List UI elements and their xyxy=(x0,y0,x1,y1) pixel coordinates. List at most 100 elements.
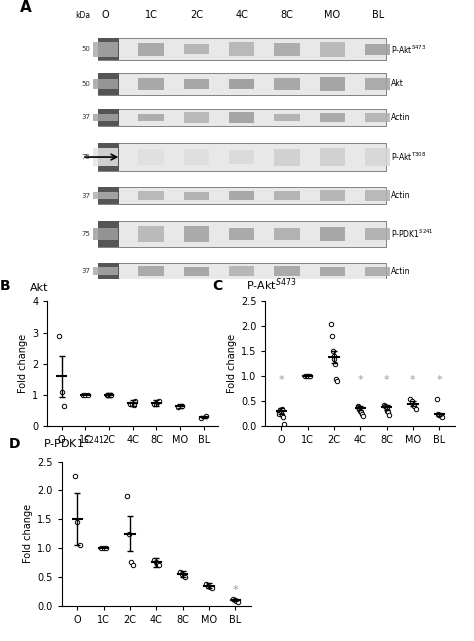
Text: O: O xyxy=(102,10,109,20)
Text: 75: 75 xyxy=(81,231,90,237)
Text: B: B xyxy=(0,279,10,292)
Text: MO: MO xyxy=(324,10,340,20)
Text: A: A xyxy=(20,0,32,15)
Bar xyxy=(93,114,118,121)
Bar xyxy=(93,148,118,166)
Bar xyxy=(98,221,119,247)
Text: Akt: Akt xyxy=(30,283,49,292)
Bar xyxy=(184,226,209,242)
Bar xyxy=(229,112,255,122)
Text: BL: BL xyxy=(372,10,384,20)
Bar xyxy=(138,192,164,199)
Bar xyxy=(98,73,385,95)
Y-axis label: Fold change: Fold change xyxy=(18,334,28,394)
Bar xyxy=(229,266,255,276)
Bar xyxy=(138,43,164,56)
Bar xyxy=(320,190,345,201)
Text: C: C xyxy=(212,279,223,292)
Bar xyxy=(274,267,300,276)
Bar xyxy=(274,113,300,121)
Text: 37: 37 xyxy=(81,114,90,121)
Bar xyxy=(229,150,255,164)
Bar xyxy=(320,78,345,90)
Text: Actin: Actin xyxy=(392,113,411,122)
Bar xyxy=(320,227,345,241)
Bar xyxy=(365,190,391,201)
Text: Actin: Actin xyxy=(392,191,411,200)
Bar xyxy=(320,148,345,166)
Bar xyxy=(365,113,391,122)
Bar xyxy=(274,149,300,165)
Text: Actin: Actin xyxy=(392,267,411,276)
Text: kDa: kDa xyxy=(75,11,90,20)
Bar xyxy=(229,191,255,200)
Bar xyxy=(365,78,391,90)
Bar xyxy=(98,143,385,171)
Bar xyxy=(229,42,255,56)
Text: P-PDK1$^{S241}$: P-PDK1$^{S241}$ xyxy=(43,435,104,451)
Bar xyxy=(98,38,119,60)
Text: D: D xyxy=(9,437,20,451)
Text: *: * xyxy=(410,375,416,385)
Bar xyxy=(365,228,391,240)
Text: Akt: Akt xyxy=(392,79,404,88)
Bar xyxy=(274,43,300,56)
Bar xyxy=(320,42,345,56)
Bar xyxy=(274,228,300,240)
Bar xyxy=(93,42,118,56)
Bar xyxy=(365,44,391,54)
Bar xyxy=(98,73,119,95)
Text: *: * xyxy=(278,375,284,385)
Bar xyxy=(93,79,118,89)
Bar xyxy=(138,266,164,276)
Bar xyxy=(98,38,385,60)
Text: 37: 37 xyxy=(81,268,90,274)
Bar xyxy=(320,267,345,276)
Bar xyxy=(98,221,385,247)
Bar xyxy=(138,149,164,165)
Text: *: * xyxy=(357,375,363,385)
Bar xyxy=(93,192,118,199)
Bar xyxy=(98,187,385,204)
Bar xyxy=(98,109,385,126)
Bar xyxy=(138,78,164,90)
Bar xyxy=(274,191,300,200)
Bar xyxy=(365,267,391,276)
Text: P-Akt$^{T308}$: P-Akt$^{T308}$ xyxy=(392,151,427,163)
Text: *: * xyxy=(437,375,442,385)
Bar xyxy=(138,226,164,242)
Bar xyxy=(229,228,255,240)
Bar xyxy=(320,113,345,122)
Text: 2C: 2C xyxy=(190,10,203,20)
Bar xyxy=(229,79,255,89)
Bar xyxy=(98,263,385,279)
Bar xyxy=(274,78,300,90)
Text: 75: 75 xyxy=(81,154,90,160)
Bar xyxy=(98,143,119,171)
Text: 50: 50 xyxy=(81,46,90,53)
Text: P-Akt$^{S473}$: P-Akt$^{S473}$ xyxy=(246,276,297,292)
Bar xyxy=(184,44,209,54)
Text: P-PDK1$^{S241}$: P-PDK1$^{S241}$ xyxy=(392,228,434,240)
Text: 4C: 4C xyxy=(235,10,248,20)
Bar xyxy=(98,187,119,204)
Bar xyxy=(98,109,119,126)
Text: 37: 37 xyxy=(81,192,90,199)
Bar xyxy=(184,192,209,199)
Bar xyxy=(138,113,164,121)
Bar xyxy=(93,228,118,240)
Y-axis label: Fold change: Fold change xyxy=(23,504,33,563)
Text: P-Akt$^{S473}$: P-Akt$^{S473}$ xyxy=(392,43,427,56)
Bar xyxy=(184,112,209,123)
Text: 8C: 8C xyxy=(281,10,293,20)
Text: *: * xyxy=(384,375,389,385)
Bar xyxy=(184,78,209,90)
Bar xyxy=(98,263,119,279)
Bar xyxy=(184,267,209,276)
Text: 1C: 1C xyxy=(145,10,157,20)
Bar xyxy=(365,148,391,166)
Text: 50: 50 xyxy=(81,81,90,87)
Text: *: * xyxy=(233,585,238,595)
Bar xyxy=(184,149,209,165)
Bar xyxy=(93,267,118,275)
